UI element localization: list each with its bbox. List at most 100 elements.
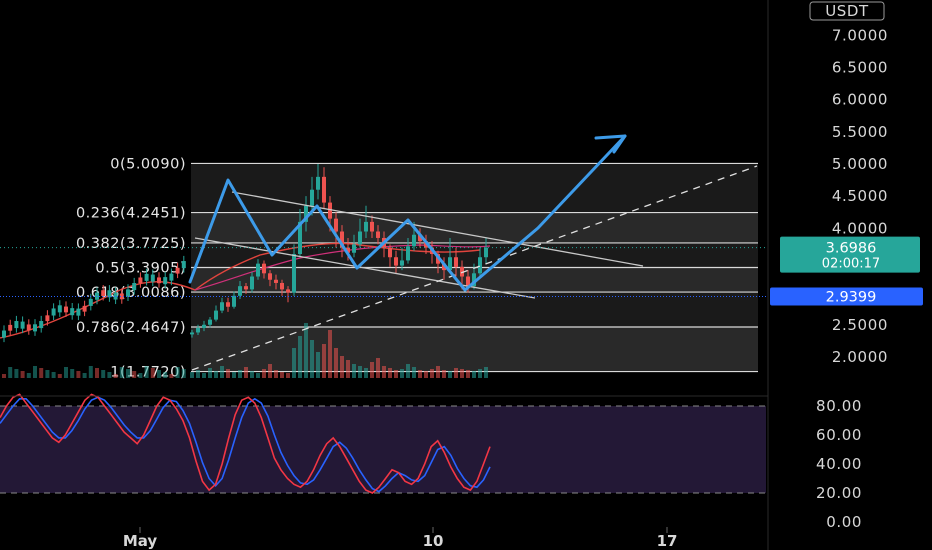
candle-body	[175, 267, 180, 274]
time-axis[interactable]: May 10 17	[123, 527, 678, 550]
candle-countdown: 02:00:17	[822, 257, 880, 272]
volume-bar	[376, 358, 380, 378]
candle-body	[376, 231, 380, 238]
volume-bar	[286, 373, 290, 378]
volume-bar	[352, 364, 356, 378]
volume-bar	[51, 372, 56, 378]
dashed-trendline[interactable]	[191, 165, 758, 371]
candle-body	[364, 221, 368, 232]
trend-channel-upper[interactable]	[231, 191, 644, 267]
volume-bar	[238, 370, 242, 378]
last-price-badge[interactable]	[780, 236, 920, 273]
volume-bar	[196, 370, 200, 378]
volume-bar	[424, 371, 428, 378]
volume-bar	[101, 370, 106, 378]
projection-path[interactable]	[188, 134, 627, 292]
candle-body	[138, 277, 143, 284]
candle-body	[256, 263, 260, 277]
candle-body	[292, 254, 296, 293]
volume-bar	[45, 370, 50, 378]
volume-bar	[478, 369, 482, 378]
volume-bar	[442, 370, 446, 378]
candle-body	[316, 176, 320, 190]
trend-channel-lower[interactable]	[194, 237, 536, 299]
volume-bar	[88, 366, 93, 378]
volume-bar	[138, 373, 143, 378]
candle-body	[340, 231, 344, 248]
candle-body	[51, 308, 56, 316]
candle-body	[57, 305, 62, 313]
candle-body	[274, 279, 278, 283]
fib-zone	[191, 292, 758, 328]
volume-bar	[418, 370, 422, 378]
candle-body	[150, 274, 155, 282]
volume-bar	[364, 368, 368, 378]
volume-bar	[8, 367, 13, 378]
candle-body	[472, 273, 476, 287]
candle-body	[232, 295, 236, 307]
volume-bar	[157, 370, 161, 378]
candle-body	[119, 293, 124, 300]
volume-bar	[20, 371, 25, 378]
volume-bar	[448, 371, 452, 378]
fib-level-label: 0.382(3.7725)	[76, 236, 186, 252]
volume-bar	[322, 344, 326, 378]
currency-unit-box[interactable]	[809, 1, 885, 21]
volume-bar	[292, 348, 296, 378]
volume-bar	[406, 364, 410, 378]
candle-body	[286, 289, 290, 293]
candle-body	[478, 257, 482, 274]
volume-bars	[2, 323, 488, 378]
candle-body	[484, 247, 488, 258]
candle-body	[202, 324, 206, 328]
volume-bar	[119, 367, 124, 378]
volume-bar	[310, 340, 314, 378]
volume-bar	[169, 374, 174, 378]
volume-bar	[382, 366, 386, 378]
candle-body	[454, 257, 458, 267]
candle-body	[418, 234, 422, 242]
volume-bar	[64, 367, 68, 378]
volume-bar	[214, 371, 218, 378]
candle-body	[107, 290, 112, 298]
candle-body	[250, 276, 254, 290]
volume-bar	[39, 368, 44, 378]
last-price-value: 3.6986	[826, 241, 877, 257]
candle-body	[400, 260, 404, 266]
marked-price-badge[interactable]	[770, 287, 923, 306]
price-tick-label: 4.0000	[832, 219, 888, 237]
candle-body	[262, 263, 266, 274]
volume-bar	[460, 369, 464, 378]
volume-bar	[298, 336, 302, 378]
candlesticks	[2, 164, 488, 343]
candle-body	[268, 273, 272, 280]
candle-body	[157, 277, 161, 284]
volume-bar	[208, 368, 212, 378]
candle-body	[14, 321, 19, 329]
volume-bar	[232, 372, 236, 378]
volume-bar	[113, 374, 118, 378]
volume-bar	[132, 371, 137, 378]
candle-body	[2, 330, 6, 338]
candle-body	[334, 218, 338, 232]
volume-bar	[82, 373, 87, 378]
candle-body	[304, 205, 308, 222]
candle-body	[181, 261, 186, 269]
currency-unit-label: USDT	[825, 2, 869, 20]
volume-bar	[340, 356, 344, 378]
fib-level-label: 0.236(4.2451)	[76, 206, 186, 222]
candle-body	[190, 332, 194, 335]
candle-body	[144, 273, 149, 281]
volume-bar	[280, 372, 284, 378]
candle-body	[298, 221, 302, 255]
volume-bar	[190, 372, 194, 378]
stoch-k-line	[0, 393, 491, 494]
volume-bar	[358, 366, 362, 378]
volume-bar	[202, 373, 206, 378]
drawings[interactable]	[0, 134, 768, 371]
volume-bar	[163, 372, 168, 378]
price-tick-label: 6.5000	[832, 59, 888, 77]
volume-bar	[328, 330, 332, 378]
